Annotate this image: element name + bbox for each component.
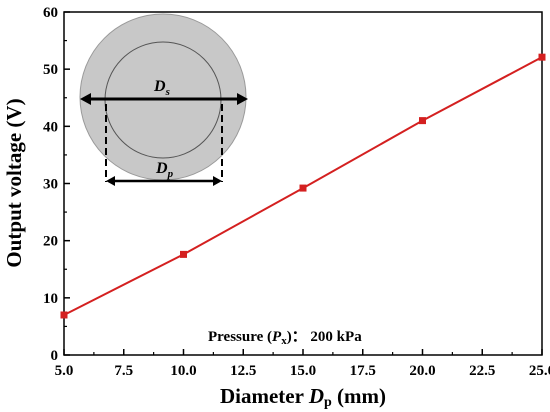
ds-label: Ds	[153, 78, 170, 98]
x-tick-label: 10.0	[170, 363, 196, 379]
y-tick-label: 10	[43, 291, 58, 307]
series-layer	[60, 53, 546, 319]
x-tick-label: 15.0	[290, 363, 316, 379]
x-tick-label: 7.5	[114, 363, 133, 379]
pressure-annotation: Pressure (Px)： 200 kPa	[208, 329, 362, 347]
y-axis: 0 10 20 30 40 50 60	[43, 5, 70, 364]
x-tick-label: 22.5	[469, 363, 495, 379]
y-tick-label: 60	[43, 5, 58, 21]
dp-arrow-left-head	[106, 176, 115, 186]
y-tick-label: 0	[51, 348, 59, 364]
x-tick-label: 20.0	[409, 363, 435, 379]
dp-arrow-right-head	[213, 176, 222, 186]
x-tick-label: 5.0	[55, 363, 74, 379]
x-tick-label: 25.0	[529, 363, 550, 379]
data-point	[60, 311, 68, 319]
x-axis-title: Diameter Dp (mm)	[220, 384, 386, 410]
data-point	[538, 53, 546, 61]
data-point	[419, 117, 426, 125]
x-tick-label: 17.5	[350, 363, 376, 379]
y-axis-title: Output voltage (V)	[2, 98, 26, 267]
ds-arrow-right-head	[237, 93, 248, 105]
data-point	[299, 184, 307, 192]
inset-diagram: Ds Dp	[79, 13, 248, 186]
dp-label: Dp	[155, 160, 174, 180]
x-axis: 5.0 7.5 10.0 12.5 15.0 17.5 20.0 22.5 25.0	[55, 349, 550, 379]
y-tick-label: 40	[43, 119, 58, 135]
y-tick-label: 20	[43, 234, 58, 250]
y-tick-label: 50	[43, 62, 58, 78]
data-point	[180, 250, 187, 258]
ds-arrow-left-head	[80, 93, 91, 105]
x-tick-label: 12.5	[230, 363, 256, 379]
y-tick-label: 30	[43, 177, 58, 193]
